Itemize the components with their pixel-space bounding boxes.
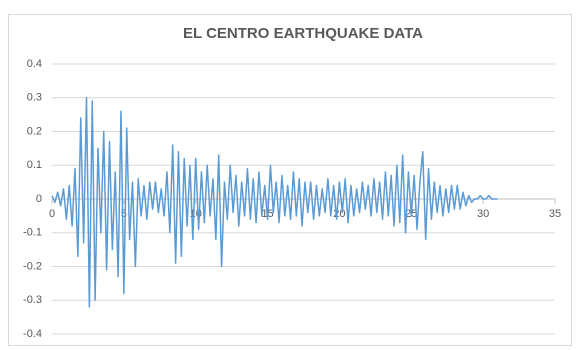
y-tick-label: -0.3 xyxy=(23,294,42,306)
x-tick-label: 35 xyxy=(549,208,561,220)
y-tick-label: -0.1 xyxy=(23,227,42,239)
y-tick-label: 0.2 xyxy=(27,125,42,137)
chart-title: EL CENTRO EARTHQUAKE DATA xyxy=(183,25,423,42)
x-tick-label: 0 xyxy=(49,208,55,220)
y-tick-label: 0.1 xyxy=(27,159,42,171)
y-tick-label: -0.2 xyxy=(23,260,42,272)
x-tick-label: 5 xyxy=(121,208,127,220)
y-tick-label: 0 xyxy=(36,193,42,205)
y-tick-label: 0.4 xyxy=(27,58,42,70)
y-tick-label: 0.3 xyxy=(27,92,42,104)
data-line xyxy=(51,97,498,308)
y-tick-label: -0.4 xyxy=(23,328,42,340)
x-tick-label: 30 xyxy=(477,208,489,220)
